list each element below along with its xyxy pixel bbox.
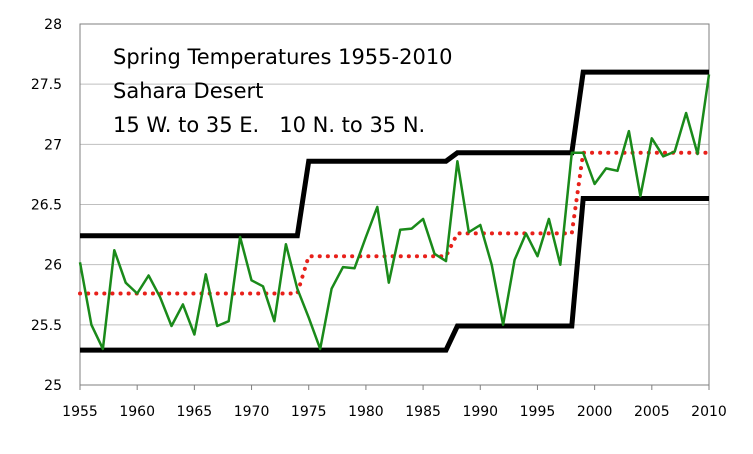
y-tick-label: 25 — [44, 378, 62, 394]
series-line-thick-black-3 — [80, 196, 709, 353]
y-tick-label: 25.5 — [31, 318, 62, 334]
plot-frame — [79, 23, 710, 386]
y-tick-label: 27 — [44, 137, 62, 153]
chart-title-line-2: Sahara Desert — [113, 79, 263, 103]
y-tick-label: 26.5 — [31, 198, 62, 214]
series-line-thick-black-2 — [80, 69, 709, 239]
x-tick-label: 1970 — [234, 404, 270, 420]
chart-title-line-3: 15 W. to 35 E. 10 N. to 35 N. — [113, 113, 425, 137]
series-line-dotted-red-1 — [78, 150, 711, 296]
series-lines — [78, 69, 711, 353]
x-tick-label: 1965 — [177, 404, 213, 420]
x-tick-label: 2005 — [634, 404, 670, 420]
x-tick-label: 1985 — [405, 404, 441, 420]
y-tick-label: 28 — [44, 17, 62, 33]
x-tick-label: 1960 — [119, 404, 155, 420]
x-tick-label: 1995 — [520, 404, 556, 420]
x-tick-label: 2000 — [577, 404, 613, 420]
x-tick-label: 1955 — [62, 404, 98, 420]
chart-title-line-1: Spring Temperatures 1955-2010 — [113, 45, 453, 69]
x-tick-label: 1990 — [462, 404, 498, 420]
x-tick-label: 2010 — [691, 404, 727, 420]
y-tick-labels: 25 25.5 26 26.5 27 27.5 28 — [31, 17, 62, 394]
series-line-solid-green-0 — [78, 74, 711, 351]
y-tick-label: 27.5 — [31, 77, 62, 93]
x-tick-label: 1975 — [291, 404, 327, 420]
y-tick-label: 26 — [44, 258, 62, 274]
x-tick-label: 1980 — [348, 404, 384, 420]
x-tick-labels: 1955 1960 1965 1970 1975 1980 1985 1990 1995 2000… — [62, 385, 727, 420]
